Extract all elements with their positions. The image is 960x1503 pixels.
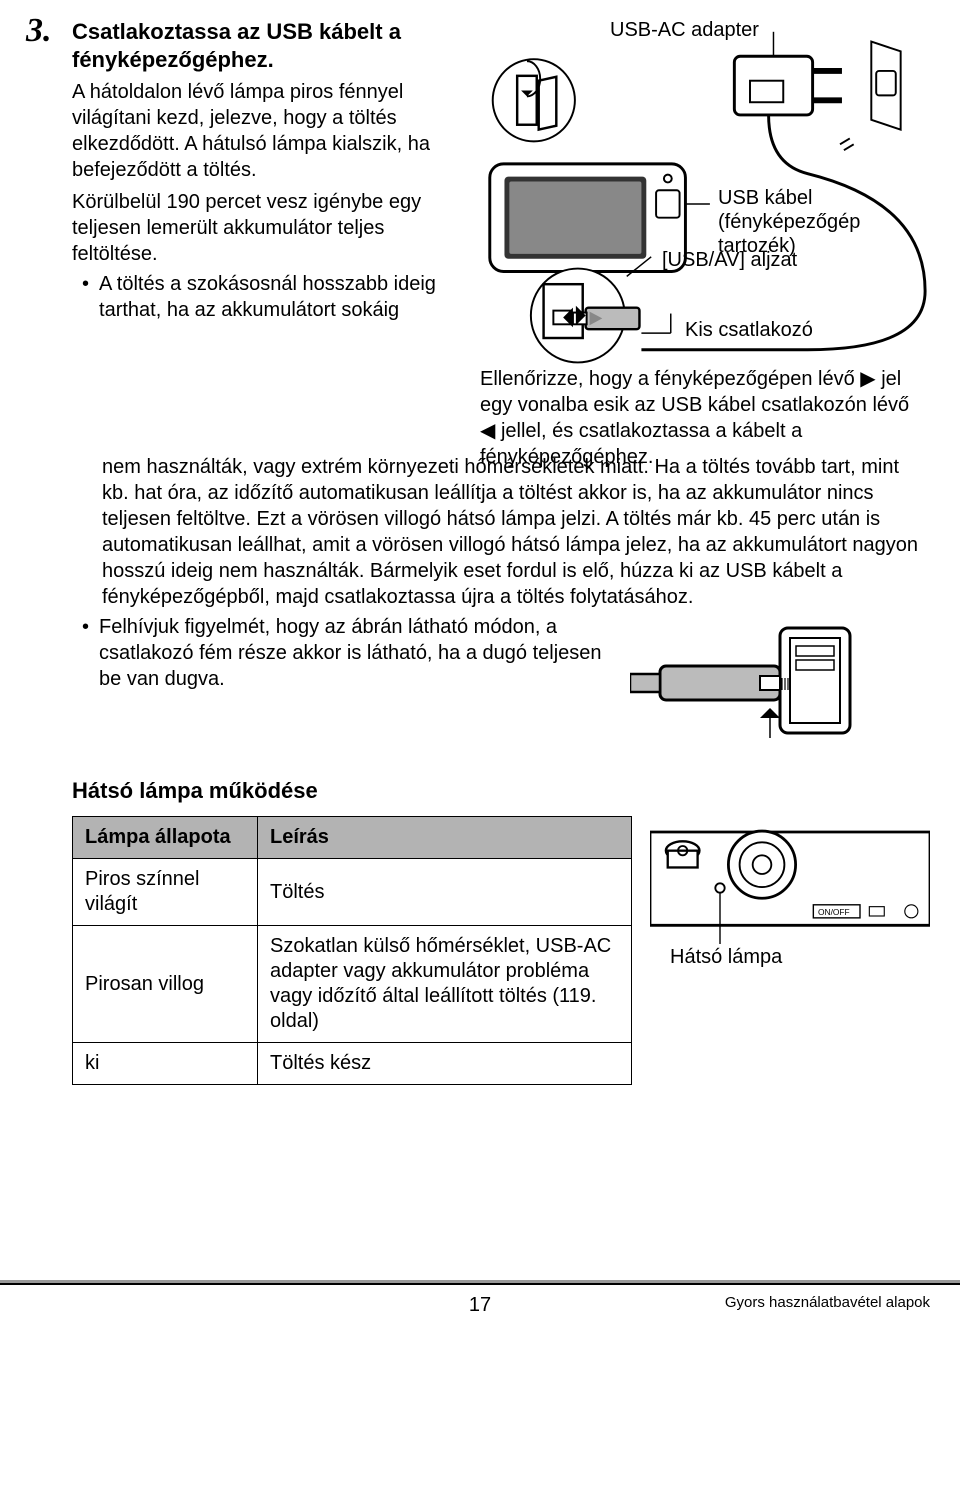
table-cell: Piros színnel világít xyxy=(73,859,258,926)
table-cell: Töltés xyxy=(258,859,632,926)
camera-back-icon: ON/OFF xyxy=(650,816,930,1016)
table-cell: Pirosan villog xyxy=(73,926,258,1043)
footer-rule xyxy=(0,1280,960,1285)
right-triangle-icon: ▶ xyxy=(860,368,875,390)
table-row: Piros színnel világít Töltés xyxy=(73,859,632,926)
table-header-0: Lámpa állapota xyxy=(73,817,258,859)
top-row: 3. Csatlakoztassa az USB kábelt a fényké… xyxy=(30,18,930,388)
svg-text:ON/OFF: ON/OFF xyxy=(818,907,850,917)
left-triangle-icon: ◀ xyxy=(480,420,495,442)
page: 3. Csatlakoztassa az USB kábelt a fényké… xyxy=(0,0,960,1320)
bullet-1-lead: • A töltés a szokásosnál hosszabb ideig … xyxy=(82,271,460,323)
bullet-list: • A töltés a szokásosnál hosszabb ideig … xyxy=(82,271,460,323)
figure-caption: Ellenőrizze, hogy a fényképezőgépen lévő… xyxy=(480,366,930,470)
page-number: 17 xyxy=(469,1294,491,1317)
figure-label-plug: Kis csatlakozó xyxy=(685,318,813,342)
bullet-2-text: Felhívjuk figyelmét, hogy az ábrán látha… xyxy=(99,616,602,690)
table-cell: Töltés kész xyxy=(258,1043,632,1085)
figure-label-port: [USB/AV] aljzat xyxy=(662,248,797,272)
step-para-1: A hátoldalon lévő lámpa piros fénnyel vi… xyxy=(72,79,460,183)
lamp-status-table: Lámpa állapota Leírás Piros színnel vilá… xyxy=(72,816,632,1085)
step-para-2: Körülbelül 190 percet vesz igénybe egy t… xyxy=(72,189,460,267)
table-heading: Hátsó lámpa működése xyxy=(72,778,930,804)
camera-label: Hátsó lámpa xyxy=(670,946,782,969)
footer-section: Gyors használatbavétel alapok xyxy=(725,1294,930,1311)
table-row: ki Töltés kész xyxy=(73,1043,632,1085)
plug-closeup-icon xyxy=(630,618,930,748)
bullet-2-row: • xyxy=(82,614,930,752)
table-cell: ki xyxy=(73,1043,258,1085)
step-column: 3. Csatlakoztassa az USB kábelt a fényké… xyxy=(30,18,460,323)
bullet-2: • xyxy=(82,614,930,752)
table-area: Lámpa állapota Leírás Piros színnel vilá… xyxy=(72,816,930,1085)
step-number: 3. xyxy=(26,12,52,50)
bullet-1-continuation: nem használták, vagy extrém környezeti h… xyxy=(102,454,930,610)
figure-label-adapter: USB-AC adapter xyxy=(610,18,759,42)
bullet-dot-icon: • xyxy=(82,271,89,297)
table-cell: Szokatlan külső hőmérséklet, USB-AC adap… xyxy=(258,926,632,1043)
table-header-1: Leírás xyxy=(258,817,632,859)
table-header-row: Lámpa állapota Leírás xyxy=(73,817,632,859)
bullet-dot-icon: • xyxy=(82,614,89,640)
connection-figure: USB-AC adapter USB kábel (fényképezőgép … xyxy=(480,18,930,388)
bullet-2-content: Felhívjuk figyelmét, hogy az ábrán látha… xyxy=(99,614,930,752)
bullet-1-lead-text: A töltés a szokásosnál hosszabb ideig ta… xyxy=(99,271,460,323)
caption-suffix: jellel, és csatlakoztassa a kábelt a fén… xyxy=(480,420,802,468)
page-footer: 17 Gyors használatbavétel alapok xyxy=(30,1280,930,1320)
table-row: Pirosan villog Szokatlan külső hőmérsékl… xyxy=(73,926,632,1043)
step-heading: Csatlakoztassa az USB kábelt a fényképez… xyxy=(72,18,460,73)
camera-back-figure: ON/OFF Hátsó lámpa xyxy=(650,816,930,1016)
caption-prefix: Ellenőrizze, hogy a fényképezőgépen lévő xyxy=(480,368,860,390)
plug-closeup-figure xyxy=(630,618,930,748)
